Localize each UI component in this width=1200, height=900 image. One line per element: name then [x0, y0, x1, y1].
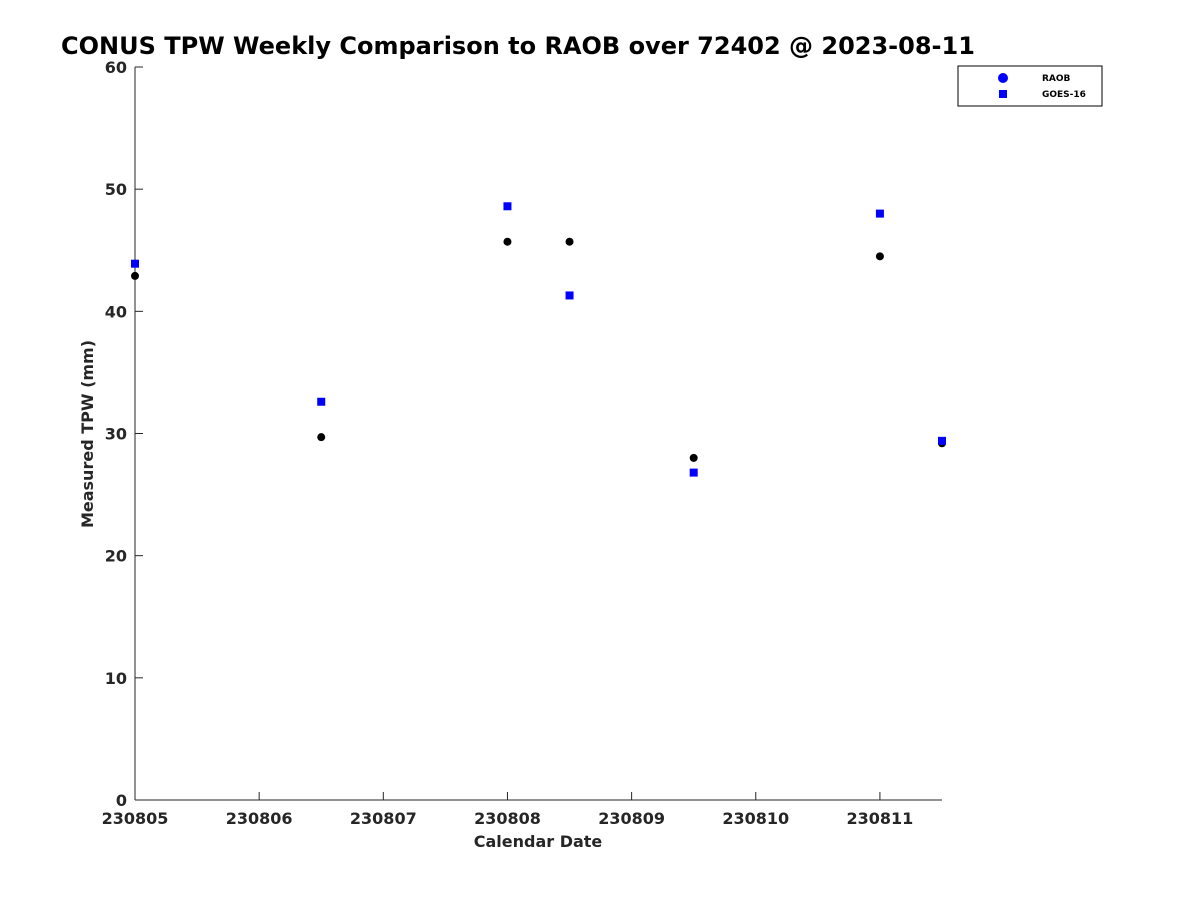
x-tick-label: 230807: [350, 809, 417, 828]
legend-raob-marker: [998, 73, 1008, 83]
y-ticks: 0 10 20 30 40 50 60: [105, 58, 143, 810]
y-tick-label: 10: [105, 669, 127, 688]
x-tick-label: 230811: [847, 809, 914, 828]
goes-16-point: [131, 259, 139, 268]
x-tick-label: 230806: [226, 809, 293, 828]
raob-point: [565, 237, 574, 246]
raob-point: [131, 271, 139, 280]
legend-box: [957, 65, 1103, 107]
y-tick-label: 30: [105, 425, 127, 444]
chart-title: CONUS TPW Weekly Comparison to RAOB over…: [61, 32, 975, 60]
goes-16-point: [565, 291, 574, 300]
x-ticks: 230805 230806 230807 230808 230809 230810 2308…: [102, 792, 914, 828]
x-tick-label: 230808: [474, 809, 541, 828]
y-tick-label: 0: [116, 791, 127, 810]
y-tick-label: 20: [105, 547, 127, 566]
raob-point: [317, 433, 326, 442]
data-points: [131, 202, 946, 477]
x-tick-label: 230809: [598, 809, 665, 828]
goes-16-point: [317, 397, 326, 406]
axes: [134, 67, 942, 801]
goes-16-point: [503, 202, 512, 211]
legend-raob-label: RAOB: [1042, 74, 1071, 84]
goes-16-point: [875, 209, 884, 218]
raob-point: [875, 252, 884, 261]
y-tick-label: 50: [105, 180, 127, 199]
legend-goes16-marker: [999, 90, 1007, 98]
y-tick-label: 60: [105, 58, 127, 77]
goes-16-point: [689, 468, 698, 477]
y-axis-label: Measured TPW (mm): [78, 340, 97, 528]
legend-goes16-label: GOES-16: [1042, 90, 1086, 100]
x-tick-label: 230805: [102, 809, 169, 828]
raob-point: [689, 453, 698, 462]
raob-point: [503, 237, 512, 246]
x-tick-label: 230810: [722, 809, 789, 828]
goes-16-point: [938, 436, 946, 445]
y-tick-label: 40: [105, 302, 127, 321]
x-axis-label: Calendar Date: [474, 832, 603, 851]
legend: RAOB GOES-16: [957, 65, 1103, 107]
